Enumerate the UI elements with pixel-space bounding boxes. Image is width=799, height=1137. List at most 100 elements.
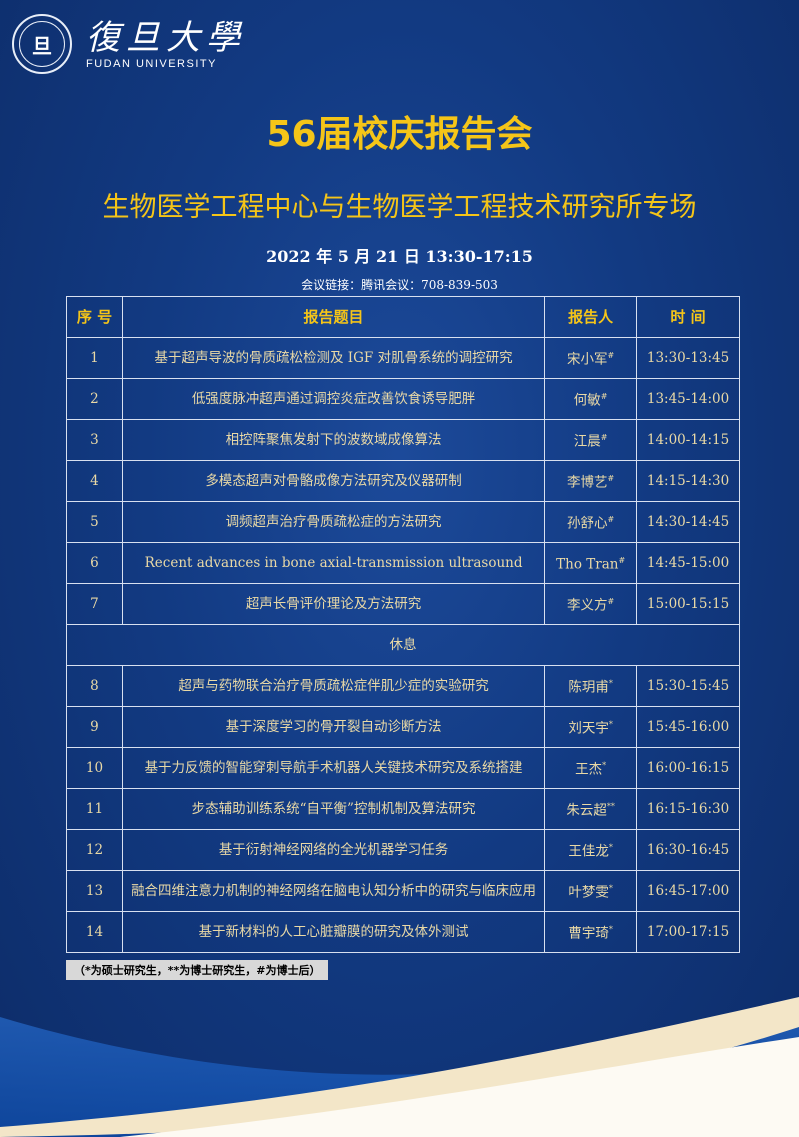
speaker-name: 曹宇琦	[568, 925, 609, 942]
speaker-mark: *	[608, 720, 613, 730]
row-number: 8	[66, 665, 123, 707]
row-number: 10	[66, 747, 123, 789]
header-speaker: 报告人	[544, 296, 638, 338]
row-number: 7	[66, 583, 123, 625]
speaker-mark: #	[607, 351, 615, 361]
time-slot: 16:15-16:30	[636, 788, 740, 830]
talk-topic: 基于超声导波的骨质疏松检测及 IGF 对肌骨系统的调控研究	[121, 337, 546, 379]
speaker-name: 李义方	[567, 597, 608, 614]
table-row: 12 基于衍射神经网络的全光机器学习任务 王佳龙* 16:30-16:45	[66, 829, 740, 871]
row-number: 5	[66, 501, 123, 543]
speaker-name: 王佳龙	[568, 843, 609, 860]
speaker-mark: *	[608, 843, 613, 853]
table-row: 14 基于新材料的人工心脏瓣膜的研究及体外测试 曹宇琦* 17:00-17:15	[66, 911, 740, 953]
schedule-table: 序 号 报告题目 报告人 时 间 1 基于超声导波的骨质疏松检测及 IGF 对肌…	[66, 296, 740, 953]
speaker: Tho Tran#	[544, 542, 638, 584]
talk-topic: 基于力反馈的智能穿刺导航手术机器人关键技术研究及系统搭建	[121, 747, 546, 789]
header-no: 序 号	[66, 296, 123, 338]
time-slot: 15:30-15:45	[636, 665, 740, 707]
speaker-name: 江晨	[573, 433, 601, 450]
speaker: 何敏#	[544, 378, 638, 420]
table-row: 6 Recent advances in bone axial-transmis…	[66, 542, 740, 584]
table-row: 11 步态辅助训练系统“自平衡”控制机制及算法研究 朱云超** 16:15-16…	[66, 788, 740, 830]
talk-topic: 融合四维注意力机制的神经网络在脑电认知分析中的研究与临床应用	[121, 870, 546, 912]
talk-topic: 多模态超声对骨骼成像方法研究及仪器研制	[121, 460, 546, 502]
speaker: 王杰*	[544, 747, 638, 789]
row-number: 12	[66, 829, 123, 871]
talk-topic: 调频超声治疗骨质疏松症的方法研究	[121, 501, 546, 543]
logo-chinese: 復旦大學	[86, 18, 246, 58]
talk-topic: 超声与药物联合治疗骨质疏松症伴肌少症的实验研究	[121, 665, 546, 707]
speaker-mark: #	[618, 556, 626, 566]
table-row: 13 融合四维注意力机制的神经网络在脑电认知分析中的研究与临床应用 叶梦雯* 1…	[66, 870, 740, 912]
row-number: 4	[66, 460, 123, 502]
header-topic: 报告题目	[121, 296, 546, 338]
page-subtitle: 生物医学工程中心与生物医学工程技术研究所专场	[102, 192, 697, 223]
footnote: （*为硕士研究生，**为博士研究生，#为博士后）	[66, 960, 329, 980]
time-slot: 16:45-17:00	[636, 870, 740, 912]
talk-topic: 超声长骨评价理论及方法研究	[121, 583, 546, 625]
speaker-mark: #	[607, 597, 615, 607]
speaker: 朱云超**	[544, 788, 638, 830]
table-row: 2 低强度脉冲超声通过调控炎症改善饮食诱导肥胖 何敏# 13:45-14:00	[66, 378, 740, 420]
fudan-logo: 旦 復旦大學 FUDAN UNIVERSITY	[12, 14, 246, 74]
speaker: 王佳龙*	[544, 829, 638, 871]
table-row: 9 基于深度学习的骨开裂自动诊断方法 刘天宇* 15:45-16:00	[66, 706, 740, 748]
speaker-mark: *	[608, 884, 613, 894]
table-row: 4 多模态超声对骨骼成像方法研究及仪器研制 李博艺# 14:15-14:30	[66, 460, 740, 502]
time-slot: 14:45-15:00	[636, 542, 740, 584]
speaker-name: 李博艺	[567, 474, 608, 491]
time-slot: 15:45-16:00	[636, 706, 740, 748]
speaker-mark: #	[600, 433, 608, 443]
table-row: 5 调频超声治疗骨质疏松症的方法研究 孙舒心# 14:30-14:45	[66, 501, 740, 543]
speaker: 陈玥甫*	[544, 665, 638, 707]
speaker-name: 何敏	[573, 392, 601, 409]
speaker-name: 王杰	[575, 761, 603, 778]
row-number: 6	[66, 542, 123, 584]
talk-topic: 基于衍射神经网络的全光机器学习任务	[121, 829, 546, 871]
table-row: 3 相控阵聚焦发射下的波数域成像算法 江晨# 14:00-14:15	[66, 419, 740, 461]
table-row: 8 超声与药物联合治疗骨质疏松症伴肌少症的实验研究 陈玥甫* 15:30-15:…	[66, 665, 740, 707]
talk-topic: 基于新材料的人工心脏瓣膜的研究及体外测试	[121, 911, 546, 953]
speaker: 曹宇琦*	[544, 911, 638, 953]
row-number: 14	[66, 911, 123, 953]
speaker: 宋小军#	[544, 337, 638, 379]
table-row: 10 基于力反馈的智能穿刺导航手术机器人关键技术研究及系统搭建 王杰* 16:0…	[66, 747, 740, 789]
university-seal-icon: 旦	[12, 14, 72, 74]
time-slot: 15:00-15:15	[636, 583, 740, 625]
speaker-mark: **	[606, 802, 615, 812]
table-row: 1 基于超声导波的骨质疏松检测及 IGF 对肌骨系统的调控研究 宋小军# 13:…	[66, 337, 740, 379]
talk-topic: 基于深度学习的骨开裂自动诊断方法	[121, 706, 546, 748]
speaker: 李博艺#	[544, 460, 638, 502]
time-slot: 14:30-14:45	[636, 501, 740, 543]
table-row: 7 超声长骨评价理论及方法研究 李义方# 15:00-15:15	[66, 583, 740, 625]
speaker-name: 叶梦雯	[568, 884, 609, 901]
speaker-mark: *	[608, 925, 613, 935]
time-slot: 16:30-16:45	[636, 829, 740, 871]
speaker: 叶梦雯*	[544, 870, 638, 912]
speaker-mark: #	[607, 474, 615, 484]
time-slot: 13:45-14:00	[636, 378, 740, 420]
table-header: 序 号 报告题目 报告人 时 间	[66, 296, 740, 338]
speaker-name: 朱云超	[566, 802, 607, 819]
speaker-name: 孙舒心	[567, 515, 608, 532]
time-slot: 17:00-17:15	[636, 911, 740, 953]
time-slot: 13:30-13:45	[636, 337, 740, 379]
row-number: 2	[66, 378, 123, 420]
speaker-name: 宋小军	[567, 351, 608, 368]
time-slot: 14:15-14:30	[636, 460, 740, 502]
time-slot: 16:00-16:15	[636, 747, 740, 789]
time-slot: 14:00-14:15	[636, 419, 740, 461]
speaker-name: 刘天宇	[568, 720, 609, 737]
speaker-mark: #	[607, 515, 615, 525]
decorative-wave	[0, 997, 799, 1137]
break-label: 休息	[66, 624, 740, 666]
break-row: 休息	[66, 624, 740, 666]
row-number: 11	[66, 788, 123, 830]
talk-topic: Recent advances in bone axial-transmissi…	[121, 542, 546, 584]
speaker-mark: #	[600, 392, 608, 402]
speaker-name: Tho Tran	[556, 556, 619, 573]
row-number: 1	[66, 337, 123, 379]
meeting-link: 会议链接：腾讯会议：708-839-503	[301, 278, 498, 292]
row-number: 9	[66, 706, 123, 748]
